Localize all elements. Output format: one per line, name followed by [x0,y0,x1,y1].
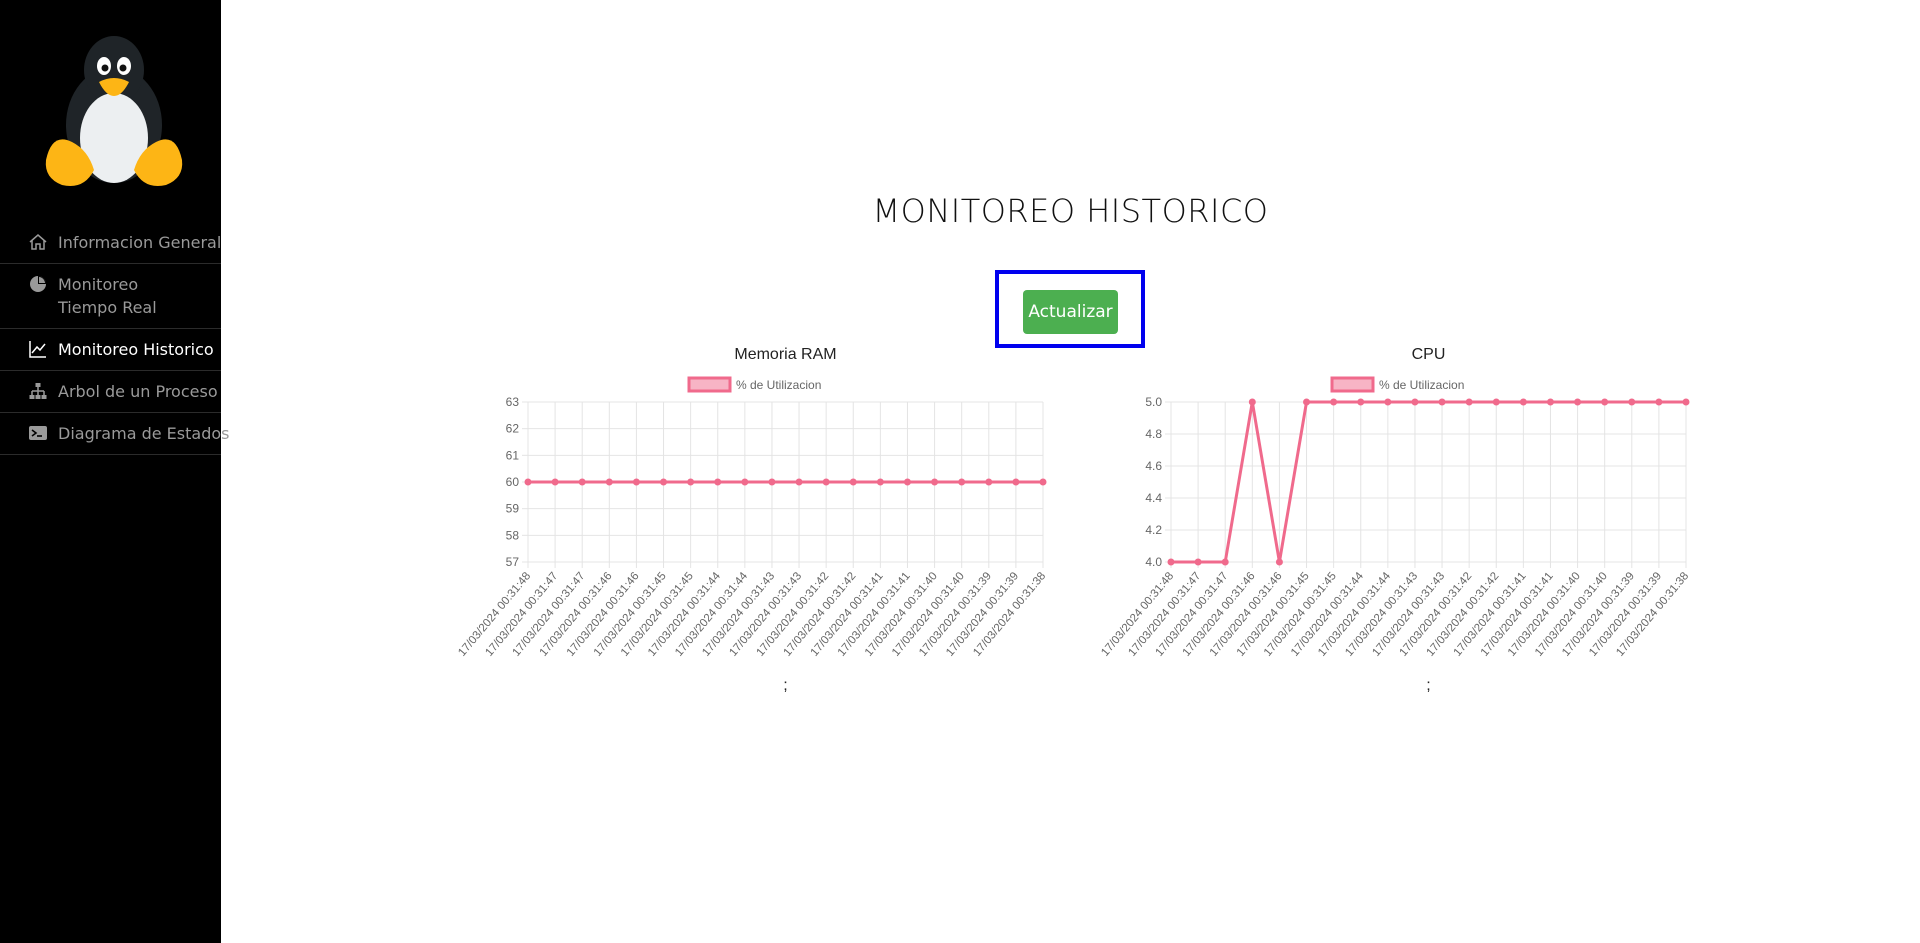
data-point [1655,398,1663,406]
data-point [1411,398,1419,406]
y-tick-label: 61 [506,448,520,462]
cpu-chart: CPU% de Utilizacion4.04.24.44.64.85.017/… [1099,346,1691,694]
chart-title: Memoria RAM [734,346,836,363]
sidebar: Informacion General Monitoreo Tiempo Rea… [0,0,229,943]
data-point [524,478,532,486]
y-tick-label: 4.6 [1145,459,1162,473]
sidebar-item-arbol-de-un-proceso[interactable]: Arbol de un Proceso [0,371,221,413]
sidebar-item-label: Informacion General [58,233,222,252]
legend-swatch [1330,376,1375,393]
page-title: MONITOREO HISTORICO [872,192,1269,230]
series-line [1171,400,1686,564]
data-point [632,478,640,486]
data-point [1357,398,1365,406]
data-point [768,478,776,486]
data-point [931,478,939,486]
data-point [1465,398,1473,406]
data-point [578,478,586,486]
data-point [1167,558,1175,566]
data-point [903,478,911,486]
chart-footer: ; [783,677,787,694]
y-tick-label: 4.0 [1145,555,1162,569]
sidebar-item-label: Monitoreo Tiempo Real [58,275,157,317]
data-point [849,478,857,486]
data-point [1248,398,1256,406]
sitemap-icon [29,383,47,399]
data-point [714,478,722,486]
data-point [1574,398,1582,406]
data-point [876,478,884,486]
sidebar-item-label: Monitoreo Historico [58,340,214,359]
legend-label: % de Utilizacion [736,378,821,392]
data-point [687,478,695,486]
data-point [822,478,830,486]
y-tick-label: 4.8 [1145,427,1162,441]
sidebar-item-label: Arbol de un Proceso [58,382,218,401]
sidebar-nav: Informacion General Monitoreo Tiempo Rea… [0,222,229,455]
data-point [1194,558,1202,566]
y-tick-label: 60 [506,475,520,489]
y-tick-label: 4.2 [1145,523,1162,537]
data-point [1039,478,1047,486]
y-tick-label: 59 [506,502,520,516]
data-point [795,478,803,486]
data-point [1438,398,1446,406]
sidebar-item-monitoreo-tiempo-real[interactable]: Monitoreo Tiempo Real [0,264,221,329]
data-point [1303,398,1311,406]
tux-penguin-logo [45,36,183,186]
data-point [1682,398,1690,406]
data-point [958,478,966,486]
pie-chart-icon [30,276,46,292]
terminal-icon [29,426,47,440]
data-point [1628,398,1636,406]
chart-title: CPU [1412,346,1446,363]
y-tick-label: 58 [506,528,520,542]
data-point [1275,558,1283,566]
data-point [605,478,613,486]
legend-swatch [687,376,732,393]
memoria-ram-chart: Memoria RAM % de Utilizacion 57 58 59 60 61 62 6… [456,346,1048,694]
sidebar-item-informacion-general[interactable]: Informacion General [0,222,221,264]
y-tick-label: 4.4 [1145,491,1162,505]
data-point [1221,558,1229,566]
data-point [551,478,559,486]
data-point [660,478,668,486]
line-chart-icon [29,341,46,358]
data-point [1330,398,1338,406]
data-point [985,478,993,486]
data-point [1492,398,1500,406]
data-point [1384,398,1392,406]
home-icon [29,234,47,250]
sidebar-item-monitoreo-historico[interactable]: Monitoreo Historico [0,329,221,371]
sidebar-item-label: Diagrama de Estados [58,424,230,443]
data-point [1546,398,1554,406]
data-point [1519,398,1527,406]
data-point [741,478,749,486]
actualizar-button[interactable]: Actualizar [1023,290,1118,334]
y-tick-label: 62 [506,422,520,436]
y-tick-label: 63 [506,395,520,409]
y-tick-label: 57 [506,555,520,569]
sidebar-item-diagrama-de-estados[interactable]: Diagrama de Estados [0,413,229,455]
highlight-frame [995,270,1145,348]
data-point [1601,398,1609,406]
chart-footer: ; [1426,677,1430,694]
legend-label: % de Utilizacion [1379,378,1464,392]
y-tick-label: 5.0 [1145,395,1162,409]
data-point [1012,478,1020,486]
